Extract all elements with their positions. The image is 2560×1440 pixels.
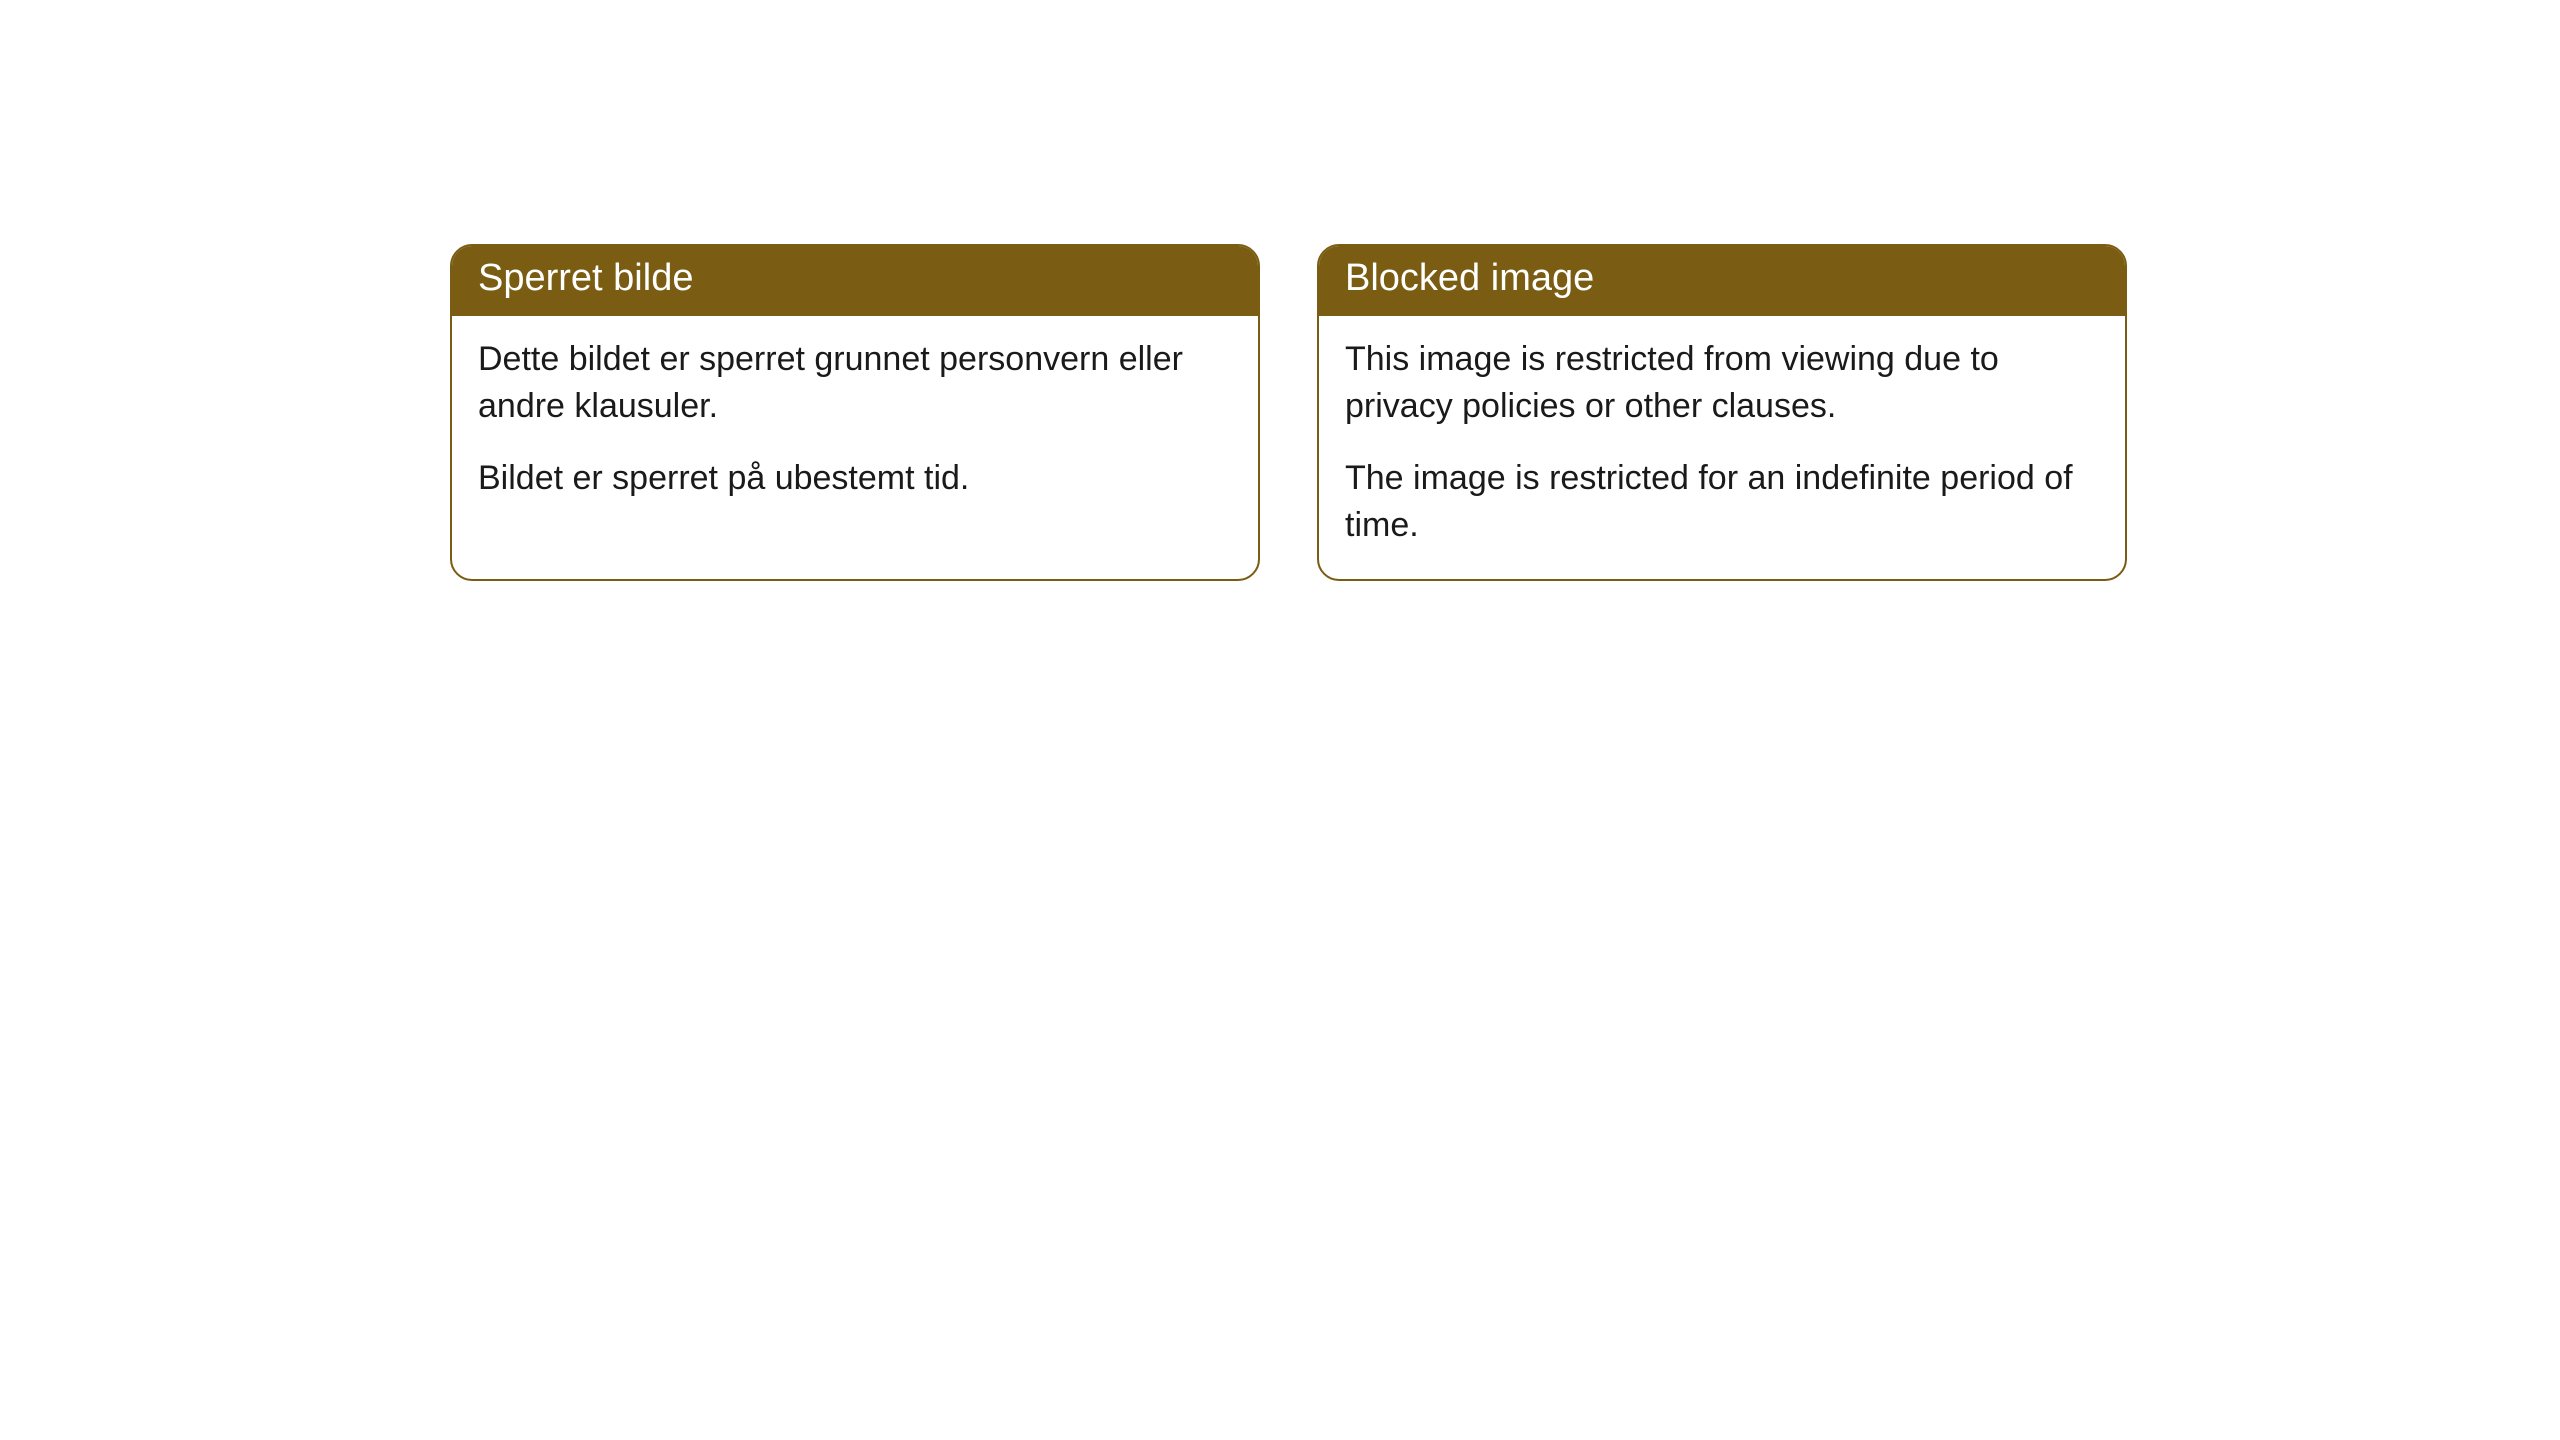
notice-paragraph: Bildet er sperret på ubestemt tid.	[478, 455, 1232, 502]
notice-paragraph: The image is restricted for an indefinit…	[1345, 455, 2099, 549]
notice-paragraph: This image is restricted from viewing du…	[1345, 336, 2099, 430]
notice-title-english: Blocked image	[1319, 246, 2125, 316]
notice-container: Sperret bilde Dette bildet er sperret gr…	[450, 244, 2127, 581]
notice-title-norwegian: Sperret bilde	[452, 246, 1258, 316]
notice-card-norwegian: Sperret bilde Dette bildet er sperret gr…	[450, 244, 1260, 581]
notice-body-norwegian: Dette bildet er sperret grunnet personve…	[452, 316, 1258, 533]
notice-paragraph: Dette bildet er sperret grunnet personve…	[478, 336, 1232, 430]
notice-body-english: This image is restricted from viewing du…	[1319, 316, 2125, 580]
notice-card-english: Blocked image This image is restricted f…	[1317, 244, 2127, 581]
